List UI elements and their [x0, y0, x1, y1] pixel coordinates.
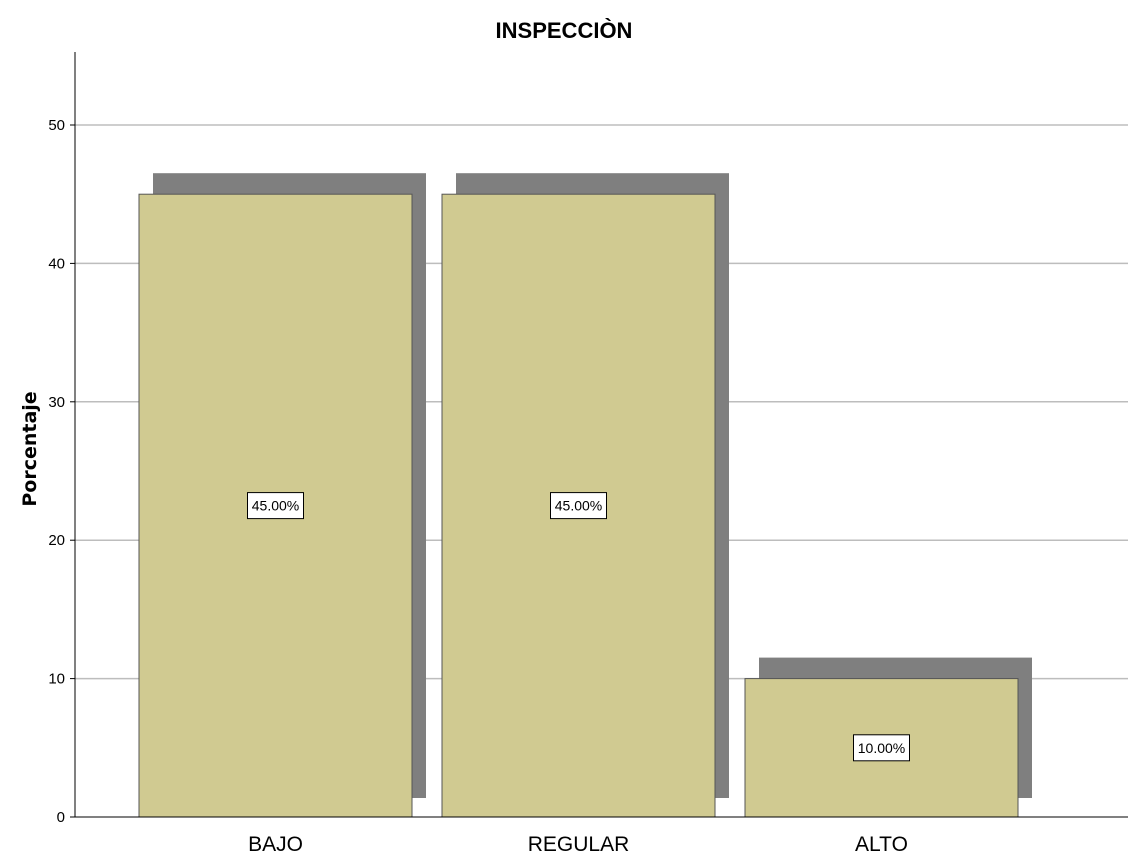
y-tick-label: 0: [57, 809, 65, 826]
y-tick-label: 10: [48, 671, 65, 688]
data-label-box: [247, 492, 304, 520]
data-label: 45.00%: [555, 498, 602, 514]
data-label-box: [853, 734, 910, 762]
data-label: 10.00%: [858, 740, 905, 756]
data-label: 45.00%: [252, 498, 299, 514]
data-label-box: [550, 492, 607, 520]
y-tick-label: 40: [48, 255, 65, 272]
x-category-label: ALTO: [855, 833, 908, 856]
y-ticks: 0 10 20 30 40 50: [48, 117, 75, 826]
data-labels: 45.00% 45.00% 10.00%: [247, 492, 910, 762]
x-category-label: BAJO: [248, 833, 303, 856]
x-category-labels: BAJO REGULAR ALTO: [248, 833, 908, 856]
y-axis-title: Porcentaje: [19, 391, 41, 506]
y-tick-label: 30: [48, 394, 65, 411]
axes: [74, 52, 1128, 818]
chart-title: INSPECCIÒN: [496, 18, 633, 43]
x-category-label: REGULAR: [528, 833, 630, 856]
y-tick-label: 20: [48, 532, 65, 549]
y-tick-label: 50: [48, 117, 65, 134]
